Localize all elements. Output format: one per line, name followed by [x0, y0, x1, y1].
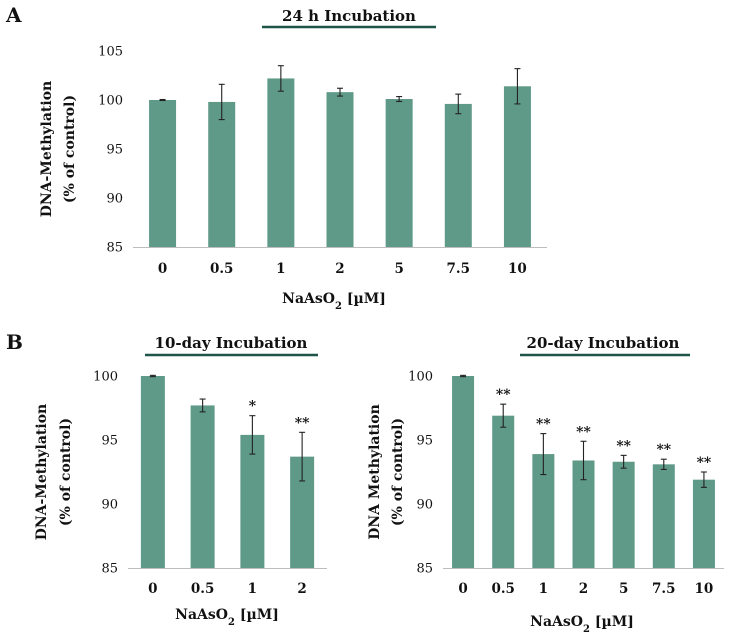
bar [612, 461, 635, 568]
bar [240, 434, 265, 568]
y-tick-label: 100 [408, 370, 433, 385]
y-axis-label-unit: (% of control) [58, 418, 74, 526]
bar [572, 460, 595, 568]
bar [149, 100, 177, 247]
y-tick-label: 85 [101, 562, 118, 577]
chart-24h-incubation: 24 h Incubation 85 90 95 100 105 0 0.5 1 2 5 7.5 10 D… [39, 7, 547, 312]
bar [190, 405, 215, 568]
bar [692, 479, 715, 568]
x-tick-label: 2 [335, 261, 344, 277]
x-tick-label: 0.5 [191, 581, 215, 597]
y-axis-label: DNA Methylation [367, 404, 383, 540]
y-tick-label: 90 [416, 498, 433, 513]
bar [503, 86, 531, 247]
significance-marker: ** [295, 415, 310, 431]
x-axis-label-subscript: 2 [335, 301, 342, 312]
x-tick-label: 0 [158, 261, 167, 277]
significance-marker: ** [496, 387, 511, 403]
y-tick-label: 95 [101, 434, 118, 449]
bar [326, 92, 354, 247]
bar [385, 99, 413, 248]
x-tick-label: 1 [539, 581, 548, 597]
significance-marker: ** [576, 424, 591, 440]
x-axis-label-text: NaAsO [530, 614, 583, 630]
y-tick-label: 90 [101, 498, 118, 513]
chart-20-day-incubation: 20-day Incubation 85 90 95 100 0 ** 0.5 ** 1 ** 2 **… [367, 334, 724, 635]
significance-marker: ** [697, 455, 712, 471]
panel-letter-a: A [5, 3, 22, 27]
x-axis-label-unit: [µM] [235, 607, 279, 623]
x-axis-label: NaAsO2 [µM] [175, 607, 279, 628]
x-tick-label: 1 [276, 261, 285, 277]
y-tick-label: 100 [93, 370, 118, 385]
x-tick-label: 2 [297, 581, 306, 597]
bar [140, 376, 165, 568]
y-tick-label: 90 [106, 192, 123, 207]
x-tick-label: 1 [248, 581, 257, 597]
panel-letter-b: B [6, 330, 23, 354]
x-tick-label: 5 [619, 581, 628, 597]
bar [267, 78, 295, 247]
x-tick-label: 2 [579, 581, 588, 597]
x-tick-label: 0.5 [491, 581, 515, 597]
bar [452, 376, 475, 568]
x-tick-label: 7.5 [447, 261, 471, 277]
chart-title: 20-day Incubation [527, 334, 680, 352]
y-tick-label: 100 [98, 94, 123, 109]
significance-marker: * [249, 399, 257, 415]
y-axis-label: DNA-Methylation [39, 81, 55, 218]
significance-marker: ** [536, 417, 551, 433]
x-axis-label-unit: [µM] [590, 614, 634, 630]
y-tick-label: 85 [106, 241, 123, 256]
chart-title: 24 h Incubation [282, 7, 416, 25]
x-axis-label: NaAsO2 [µM] [530, 614, 634, 635]
x-tick-label: 7.5 [652, 581, 676, 597]
x-tick-label: 5 [394, 261, 403, 277]
x-tick-label: 0 [458, 581, 467, 597]
x-axis-label: NaAsO2 [µM] [282, 291, 386, 312]
bar [532, 454, 555, 568]
y-axis-label-unit: (% of control) [62, 95, 78, 203]
y-tick-label: 95 [416, 434, 433, 449]
y-axis-label-unit: (% of control) [390, 418, 406, 526]
x-tick-label: 0.5 [210, 261, 234, 277]
significance-marker: ** [656, 442, 671, 458]
bar [208, 101, 236, 248]
y-tick-label: 95 [106, 143, 123, 158]
significance-marker: ** [616, 438, 631, 454]
x-axis-label-subscript: 2 [228, 617, 235, 628]
x-axis-label-text: NaAsO [175, 607, 228, 623]
x-tick-label: 10 [695, 581, 714, 597]
bar [492, 415, 515, 568]
y-tick-label: 105 [98, 45, 123, 60]
x-axis-label-text: NaAsO [282, 291, 335, 307]
x-tick-label: 10 [508, 261, 527, 277]
y-tick-label: 85 [416, 562, 433, 577]
x-tick-label: 0 [148, 581, 157, 597]
x-axis-label-subscript: 2 [583, 624, 590, 635]
y-axis-label: DNA-Methylation [34, 404, 50, 541]
bar [652, 464, 675, 568]
chart-10-day-incubation: 10-day Incubation 85 90 95 100 0 0.5 * 1 ** 2 DNA-M… [34, 334, 327, 628]
bar [444, 103, 472, 247]
x-axis-label-unit: [µM] [342, 291, 386, 307]
chart-title: 10-day Incubation [155, 334, 308, 352]
